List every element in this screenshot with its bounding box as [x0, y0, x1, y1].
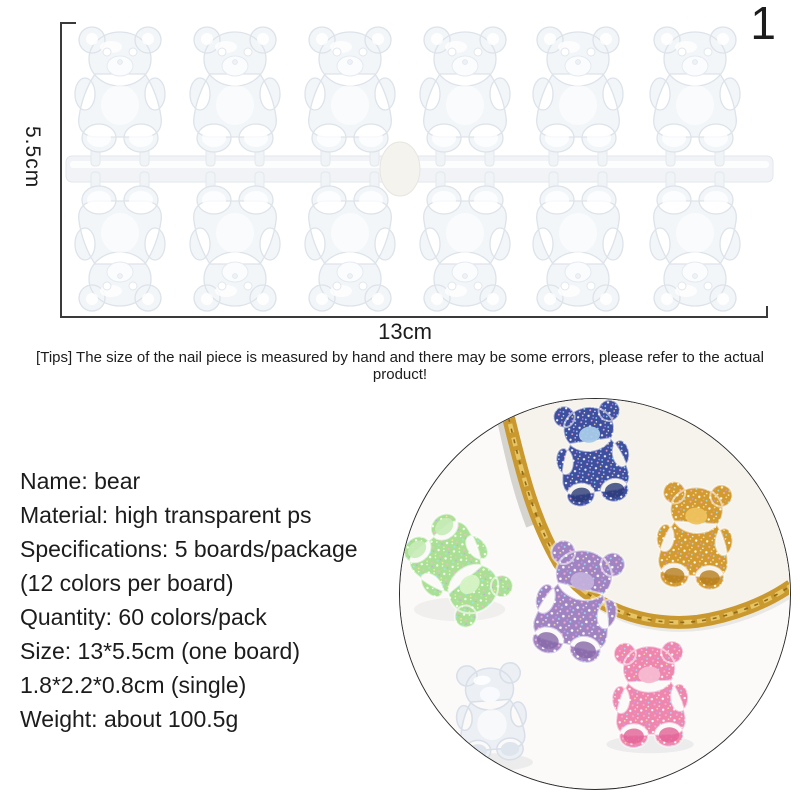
product-specs: Name: bear Material: high transparent ps…: [20, 464, 358, 736]
width-dimension-line: [60, 316, 768, 318]
page-number: 1: [750, 0, 776, 49]
bear-charm-blue: [547, 399, 637, 510]
spec-line-colors-per-board: (12 colors per board): [20, 570, 234, 596]
width-dimension-tick: [766, 306, 768, 318]
sprue-center-disc: [379, 141, 421, 197]
height-dimension-tick: [60, 22, 76, 24]
spec-line-single-size: 1.8*2.2*0.8cm (single): [20, 672, 247, 698]
spec-line-material: Material: high transparent ps: [20, 502, 312, 528]
clear-bear-board-photo: [65, 0, 774, 330]
bear-charm-gold: [652, 479, 738, 593]
width-dimension-label: 13cm: [378, 319, 432, 344]
tips-text: [Tips] The size of the nail piece is mea…: [36, 349, 764, 383]
bear-charm-pink: [609, 639, 691, 750]
spec-line-weight: Weight: about 100.5g: [20, 706, 239, 732]
spec-line-specifications: Specifications: 5 boards/package: [20, 536, 358, 562]
spec-line-name: Name: bear: [20, 468, 141, 494]
bear-charm-green: [400, 503, 521, 636]
colored-bears-photo: [399, 398, 791, 790]
height-dimension-label: 5.5cm: [21, 126, 44, 189]
height-dimension-line: [60, 22, 62, 317]
bear-charm-clear: [452, 661, 531, 765]
bear-charm-purple: [522, 535, 632, 669]
spec-line-quantity: Quantity: 60 colors/pack: [20, 604, 267, 630]
spec-line-size: Size: 13*5.5cm (one board): [20, 638, 300, 664]
